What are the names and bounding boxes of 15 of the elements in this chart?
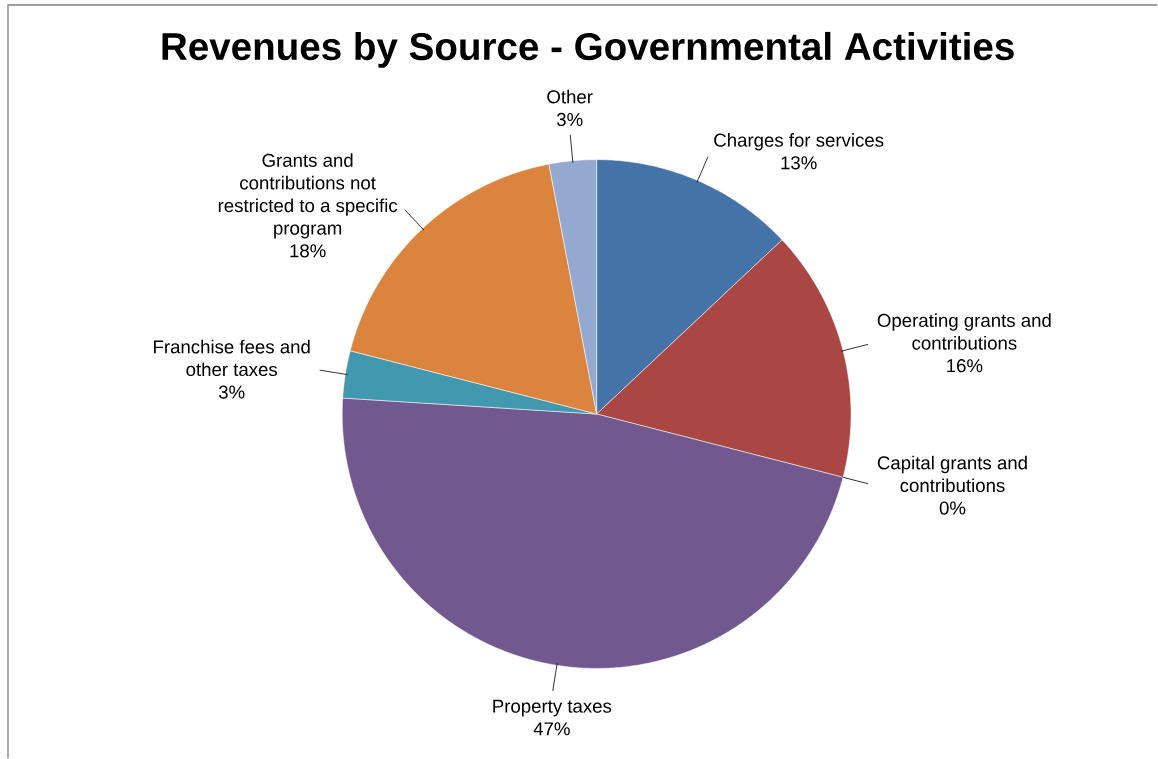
slice-label: Operating grants and contributions: [877, 313, 1051, 350]
data-label: 3%: [556, 112, 583, 127]
slice-label: Grants and contributions not restricted to a specific program: [218, 153, 398, 239]
slice-label: Charges for services: [714, 133, 884, 151]
slice-label: Other: [547, 89, 593, 104]
data-label: 16%: [947, 359, 983, 373]
slice-label: Property taxes: [493, 699, 612, 717]
chart-title: Revenues by Source - Governmental Activities: [162, 31, 1014, 68]
legend-label: Capital grants and contributions: [877, 455, 1027, 493]
data-label: 18%: [290, 244, 326, 258]
data-label: 3%: [218, 385, 245, 399]
data-label: 13%: [781, 156, 817, 170]
slice-label: Franchise fees and other taxes: [154, 339, 310, 377]
text: 0%: [939, 501, 966, 515]
data-label: 47%: [533, 722, 570, 736]
